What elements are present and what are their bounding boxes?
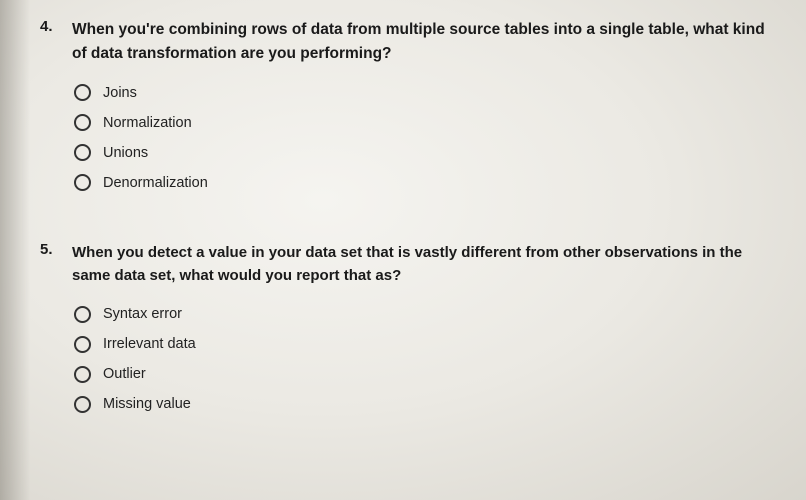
question-row: 5. When you detect a value in your data … [40,241,776,288]
option-missing-value[interactable]: Missing value [74,396,776,413]
option-label: Syntax error [103,306,182,322]
radio-icon[interactable] [74,174,91,191]
option-denormalization[interactable]: Denormalization [74,174,776,191]
option-label: Joins [103,85,137,101]
radio-icon[interactable] [74,336,91,353]
option-syntax-error[interactable]: Syntax error [74,306,776,323]
options-list: Joins Normalization Unions Denormalizati… [74,84,776,191]
radio-icon[interactable] [74,114,91,131]
question-4: 4. When you're combining rows of data fr… [40,18,776,191]
option-outlier[interactable]: Outlier [74,366,776,383]
question-row: 4. When you're combining rows of data fr… [40,18,776,66]
option-label: Missing value [103,396,191,412]
option-label: Denormalization [103,175,208,191]
question-text: When you detect a value in your data set… [72,241,776,288]
option-irrelevant-data[interactable]: Irrelevant data [74,336,776,353]
option-unions[interactable]: Unions [74,144,776,161]
question-text: When you're combining rows of data from … [72,18,776,66]
option-label: Normalization [103,115,192,131]
option-joins[interactable]: Joins [74,84,776,101]
radio-icon[interactable] [74,396,91,413]
options-list: Syntax error Irrelevant data Outlier Mis… [74,306,776,413]
option-label: Irrelevant data [103,336,196,352]
radio-icon[interactable] [74,84,91,101]
option-normalization[interactable]: Normalization [74,114,776,131]
page-shadow [0,0,30,500]
question-5: 5. When you detect a value in your data … [40,241,776,413]
question-number: 5. [40,241,58,258]
option-label: Outlier [103,366,146,382]
option-label: Unions [103,145,148,161]
radio-icon[interactable] [74,366,91,383]
question-number: 4. [40,18,58,35]
radio-icon[interactable] [74,306,91,323]
radio-icon[interactable] [74,144,91,161]
